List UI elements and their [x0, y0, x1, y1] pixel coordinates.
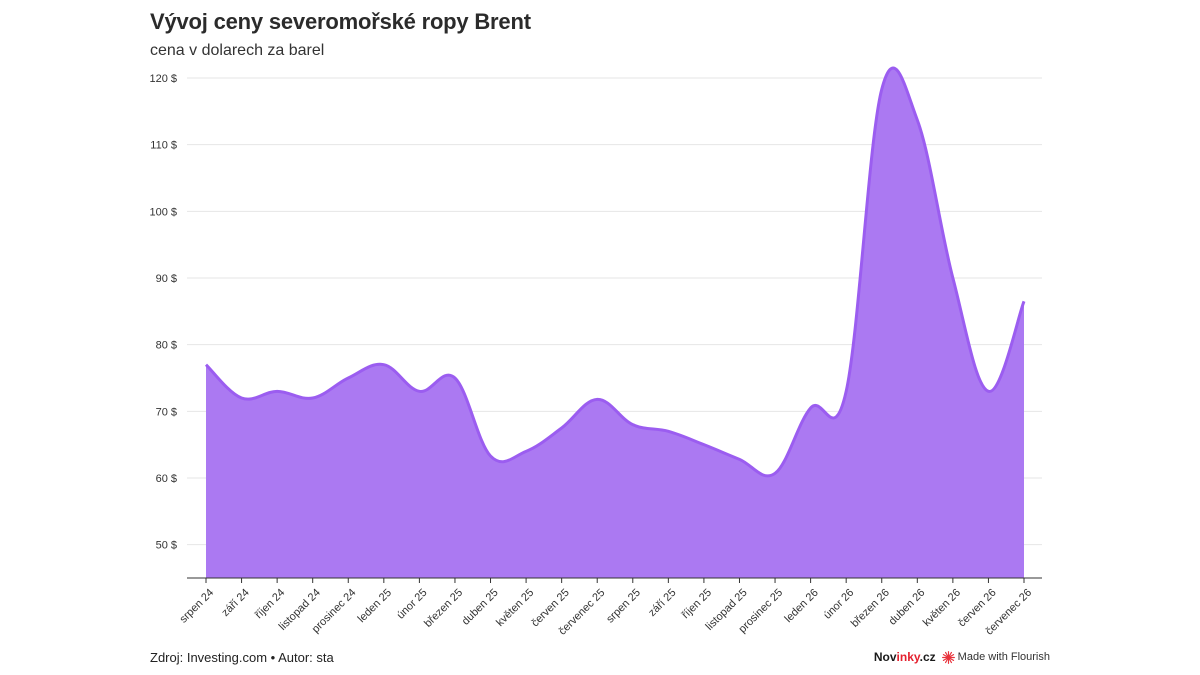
y-tick-label: 100 $	[149, 206, 177, 218]
y-tick-label: 70 $	[156, 406, 177, 418]
x-tick-label: únor 25	[395, 587, 430, 622]
source-credit: Zdroj: Investing.com • Autor: sta	[150, 650, 334, 665]
flourish-star-ray	[947, 653, 954, 658]
data-point[interactable]	[449, 372, 461, 384]
chart-subtitle: cena v dolarech za barel	[150, 42, 325, 59]
x-tick-label: srpen 25	[604, 587, 643, 626]
data-point[interactable]	[342, 372, 354, 384]
data-point[interactable]	[200, 359, 212, 371]
chart-title: Vývoj ceny severomořské ropy Brent	[150, 9, 531, 34]
data-point[interactable]	[911, 114, 923, 126]
x-tick-label: září 24	[220, 587, 252, 619]
x-tick-label: únor 26	[822, 587, 857, 622]
y-tick-labels: 50 $ 60 $ 70 $ 80 $ 90 $ 100 $ 110 $ 120 $	[149, 73, 177, 552]
y-tick-label: 110 $	[150, 140, 177, 152]
data-point[interactable]	[627, 419, 639, 431]
data-point[interactable]	[520, 445, 532, 457]
data-point[interactable]	[591, 393, 603, 405]
data-point[interactable]	[413, 385, 425, 397]
data-point[interactable]	[876, 83, 888, 95]
x-tick-label: říjen 25	[680, 587, 714, 621]
x-tick-label: březen 25	[422, 587, 465, 630]
y-tick-label: 120 $	[149, 73, 177, 85]
area-layer	[200, 66, 1030, 578]
data-point[interactable]	[662, 425, 674, 437]
novinky-logo[interactable]: Novinky.cz	[873, 650, 936, 664]
data-point[interactable]	[698, 439, 710, 451]
data-point[interactable]	[485, 450, 497, 462]
series-line	[204, 66, 1026, 478]
data-point[interactable]	[769, 467, 781, 479]
y-tick-label: 90 $	[156, 273, 177, 285]
data-point[interactable]	[556, 422, 568, 434]
made-with-flourish-link[interactable]: Made with Flourish	[957, 651, 1050, 663]
data-point[interactable]	[307, 392, 319, 404]
data-point[interactable]	[236, 392, 248, 404]
footer-brand: Novinky.cz Made with Flourish	[874, 650, 1050, 664]
axis-layer	[187, 577, 1042, 583]
x-tick-label: srpen 24	[177, 587, 216, 626]
area-fill	[206, 67, 1024, 578]
flourish-star-icon	[941, 650, 955, 664]
x-tick-label: září 25	[646, 587, 678, 619]
data-point[interactable]	[840, 385, 852, 397]
data-point[interactable]	[271, 385, 283, 397]
x-tick-label: říjen 24	[253, 587, 287, 621]
data-point[interactable]	[733, 453, 745, 465]
data-point[interactable]	[1018, 295, 1030, 307]
x-tick-label: březen 26	[849, 587, 892, 630]
y-tick-label: 60 $	[156, 473, 177, 485]
y-tick-label: 50 $	[156, 540, 177, 552]
y-tick-label: 80 $	[156, 340, 177, 352]
data-point[interactable]	[947, 272, 959, 284]
x-tick-label: leden 26	[782, 587, 820, 625]
data-point[interactable]	[378, 359, 390, 371]
x-tick-label: leden 25	[356, 587, 394, 625]
data-point[interactable]	[982, 385, 994, 397]
data-point[interactable]	[805, 402, 817, 414]
